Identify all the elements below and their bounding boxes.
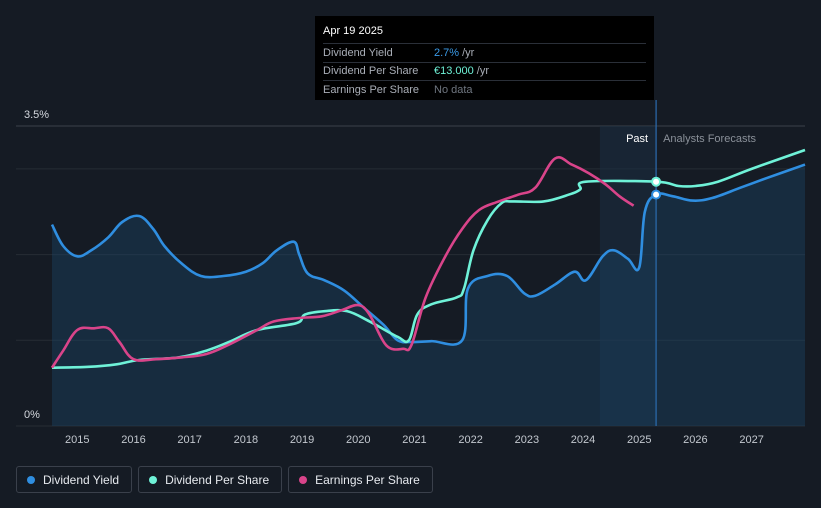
x-tick-label: 2018	[234, 434, 258, 446]
legend-earnings-per-share[interactable]: Earnings Per Share	[288, 466, 433, 493]
x-tick-label: 2024	[571, 434, 595, 446]
legend-dividend-yield[interactable]: Dividend Yield	[16, 466, 133, 493]
tooltip-row-dividend-yield: Dividend Yield 2.7% /yr	[323, 43, 646, 62]
legend: Dividend Yield Dividend Per Share Earnin…	[16, 466, 433, 493]
analysts-forecasts-label: Analysts Forecasts	[663, 133, 756, 145]
dividend-yield-area	[52, 164, 805, 427]
tooltip-label: Earnings Per Share	[323, 83, 419, 96]
x-tick-label: 2027	[739, 434, 763, 446]
x-tick-label: 2015	[65, 434, 89, 446]
past-label: Past	[626, 133, 648, 145]
hover-marker-dps	[651, 176, 662, 187]
y-tick-label: 0%	[24, 409, 40, 421]
legend-label: Earnings Per Share	[315, 472, 420, 487]
y-tick-label: 3.5%	[24, 109, 49, 121]
tooltip-unit: /yr	[476, 65, 489, 78]
series-line-eps	[50, 156, 635, 369]
legend-dot-icon	[149, 475, 158, 484]
tooltip-unit: /yr	[462, 46, 475, 59]
hover-marker-yield	[651, 189, 662, 200]
legend-label: Dividend Per Share	[165, 472, 270, 487]
x-tick-label: 2019	[290, 434, 314, 446]
x-tick-label: 2022	[458, 434, 482, 446]
series-line-dps	[51, 148, 806, 370]
x-tick-label: 2025	[627, 434, 651, 446]
legend-dividend-per-share[interactable]: Dividend Per Share	[138, 466, 283, 493]
past-region-shade	[599, 126, 657, 426]
tooltip-date: Apr 19 2025	[323, 25, 383, 37]
tooltip-value: No data	[434, 83, 473, 96]
x-tick-label: 2023	[515, 434, 539, 446]
tooltip-label: Dividend Yield	[323, 46, 393, 59]
x-tick-label: 2020	[346, 434, 370, 446]
tooltip-value: 2.7%	[434, 46, 460, 59]
x-tick-label: 2016	[121, 434, 145, 446]
grid	[16, 125, 805, 427]
tooltip: Apr 19 2025 Dividend Yield 2.7% /yr Divi…	[315, 16, 654, 100]
tooltip-row-earnings-per-share: Earnings Per Share No data	[323, 80, 646, 99]
x-tick-label: 2021	[402, 434, 426, 446]
x-tick-label: 2017	[177, 434, 201, 446]
tooltip-value: €13.000	[434, 65, 474, 78]
tooltip-label: Dividend Per Share	[323, 65, 419, 78]
legend-dot-icon	[299, 475, 308, 484]
legend-label: Dividend Yield	[43, 472, 120, 487]
legend-dot-icon	[27, 475, 35, 484]
tooltip-row-dividend-per-share: Dividend Per Share €13.000 /yr	[323, 61, 646, 81]
x-tick-label: 2026	[683, 434, 707, 446]
